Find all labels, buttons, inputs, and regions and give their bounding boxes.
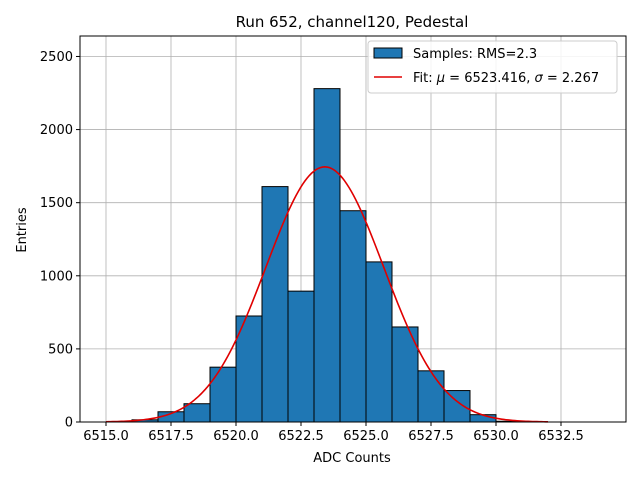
histogram-bar: [183, 403, 211, 423]
fit-curve: [105, 166, 549, 423]
y-tick-label: 0: [65, 416, 73, 431]
y-tick-label: 1000: [40, 269, 73, 284]
histogram-bar: [313, 88, 341, 423]
y-axis-label: Entries: [15, 207, 30, 253]
histogram-bar: [339, 210, 367, 423]
legend-histogram-label: Samples: RMS=2.3: [413, 47, 537, 62]
x-tick-label: 6515.0: [83, 429, 129, 444]
x-tick-label: 6525.0: [343, 429, 389, 444]
x-tick-label: 6522.5: [278, 429, 324, 444]
legend-fit-label: Fit: μ = 6523.416, σ = 2.267: [413, 71, 599, 86]
y-axis-ticks: 0 500 1000 1500 2000 2500: [40, 50, 80, 431]
x-tick-label: 6517.5: [148, 429, 194, 444]
histogram-bar: [417, 370, 445, 423]
histogram-bar: [365, 261, 393, 423]
histogram-bar: [443, 390, 471, 423]
histogram-bar: [209, 366, 237, 423]
x-axis-ticks: 6515.0 6517.5 6520.0 6522.5 6525.0 6527.5 6530…: [83, 422, 584, 444]
plot-frame: [79, 35, 627, 423]
y-tick-label: 2500: [40, 50, 73, 65]
x-tick-label: 6532.5: [538, 429, 584, 444]
legend: Samples: RMS=2.3 Fit: μ = 6523.416, σ = …: [367, 40, 618, 94]
y-tick-label: 1500: [40, 196, 73, 211]
chart-title: Run 652, channel120, Pedestal: [236, 13, 469, 31]
histogram-bar: [261, 186, 289, 423]
histogram-bars: [131, 88, 523, 423]
x-tick-label: 6520.0: [213, 429, 259, 444]
x-axis-label: ADC Counts: [313, 451, 391, 466]
x-tick-label: 6527.5: [408, 429, 454, 444]
y-tick-label: 500: [48, 342, 73, 357]
legend-box: [367, 40, 618, 94]
legend-histogram-swatch: [373, 47, 403, 59]
x-tick-label: 6530.0: [473, 429, 519, 444]
y-tick-label: 2000: [40, 123, 73, 138]
histogram-bar: [287, 290, 315, 423]
